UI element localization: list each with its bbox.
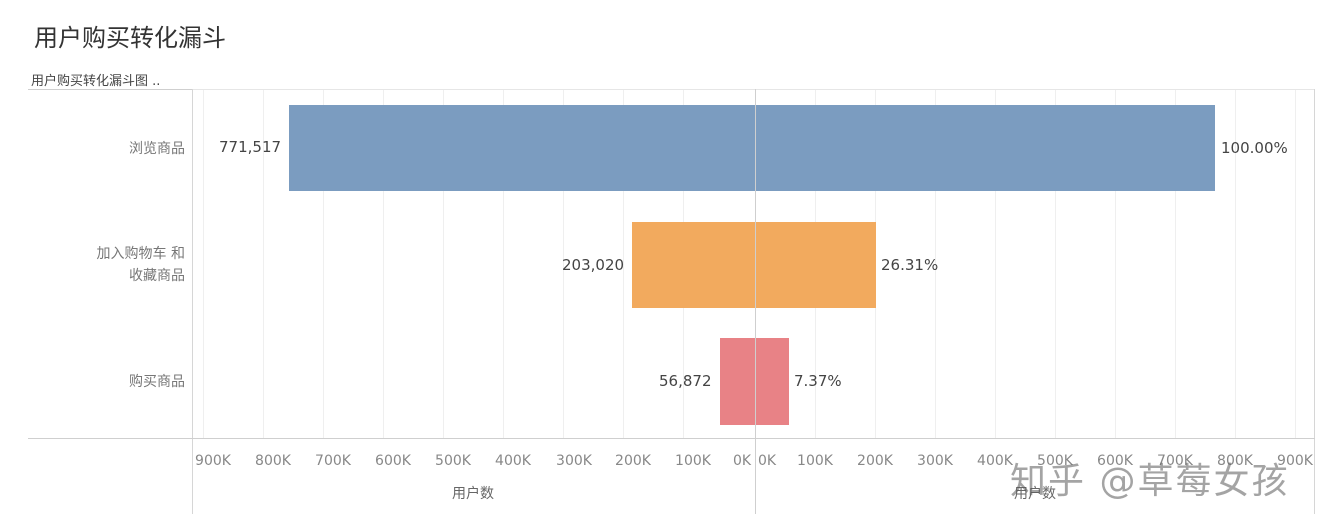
gridline xyxy=(1115,90,1116,438)
tick: 0K xyxy=(732,453,752,469)
chart-right-border xyxy=(1314,89,1315,514)
bar-purchase[interactable] xyxy=(720,338,789,425)
gridline xyxy=(203,90,204,438)
tick: 300K xyxy=(917,453,953,469)
tick: 800K xyxy=(1217,453,1253,469)
tick: 600K xyxy=(375,453,411,469)
tick: 500K xyxy=(1037,453,1073,469)
pct-label-purchase: 7.37% xyxy=(794,372,842,390)
gridline xyxy=(503,90,504,438)
pct-label-cart-fav: 26.31% xyxy=(881,256,939,274)
count-label-cart-fav: 203,020 xyxy=(562,256,625,274)
gridline xyxy=(443,90,444,438)
gridline xyxy=(995,90,996,438)
center-axis-divider xyxy=(755,89,756,514)
tick: 200K xyxy=(857,453,893,469)
count-label-browse: 771,517 xyxy=(219,138,282,156)
tick: 400K xyxy=(495,453,531,469)
pct-label-browse: 100.00% xyxy=(1221,139,1288,157)
tick: 700K xyxy=(1157,453,1193,469)
gridline xyxy=(1175,90,1176,438)
bar-browse[interactable] xyxy=(289,105,1215,191)
gridline xyxy=(1235,90,1236,438)
row-label-cart-fav: 加入购物车 和 收藏商品 xyxy=(96,246,185,284)
tick: 200K xyxy=(615,453,651,469)
left-axis-title: 用户数 xyxy=(452,486,494,502)
tick: 900K xyxy=(1277,453,1313,469)
gridline xyxy=(323,90,324,438)
tick: 100K xyxy=(675,453,711,469)
tick: 800K xyxy=(255,453,291,469)
tick: 600K xyxy=(1097,453,1133,469)
gridline xyxy=(623,90,624,438)
tick: 100K xyxy=(797,453,833,469)
tick: 300K xyxy=(556,453,592,469)
tick: 700K xyxy=(315,453,351,469)
tick: 900K xyxy=(195,453,231,469)
x-axis-baseline xyxy=(28,438,1315,439)
tick: 0K xyxy=(757,453,777,469)
row-header-divider xyxy=(192,89,193,514)
row-label-purchase: 购买商品 xyxy=(129,374,185,390)
row-label-browse: 浏览商品 xyxy=(129,141,185,157)
page-title: 用户购买转化漏斗 xyxy=(34,24,226,52)
gridline xyxy=(383,90,384,438)
tick: 500K xyxy=(435,453,471,469)
gridline xyxy=(935,90,936,438)
gridline xyxy=(563,90,564,438)
gridline xyxy=(1295,90,1296,438)
count-label-purchase: 56,872 xyxy=(659,372,712,390)
bar-cart-fav[interactable] xyxy=(632,222,876,308)
gridline xyxy=(1055,90,1056,438)
gridline xyxy=(263,90,264,438)
tick: 400K xyxy=(977,453,1013,469)
sheet-title[interactable]: 用户购买转化漏斗图 .. xyxy=(31,74,161,89)
divider xyxy=(28,89,192,90)
watermark: 知乎 @草莓女孩 xyxy=(1010,461,1290,502)
right-axis-title: 用户数 xyxy=(1014,486,1056,502)
chart-top-border xyxy=(192,89,1315,90)
